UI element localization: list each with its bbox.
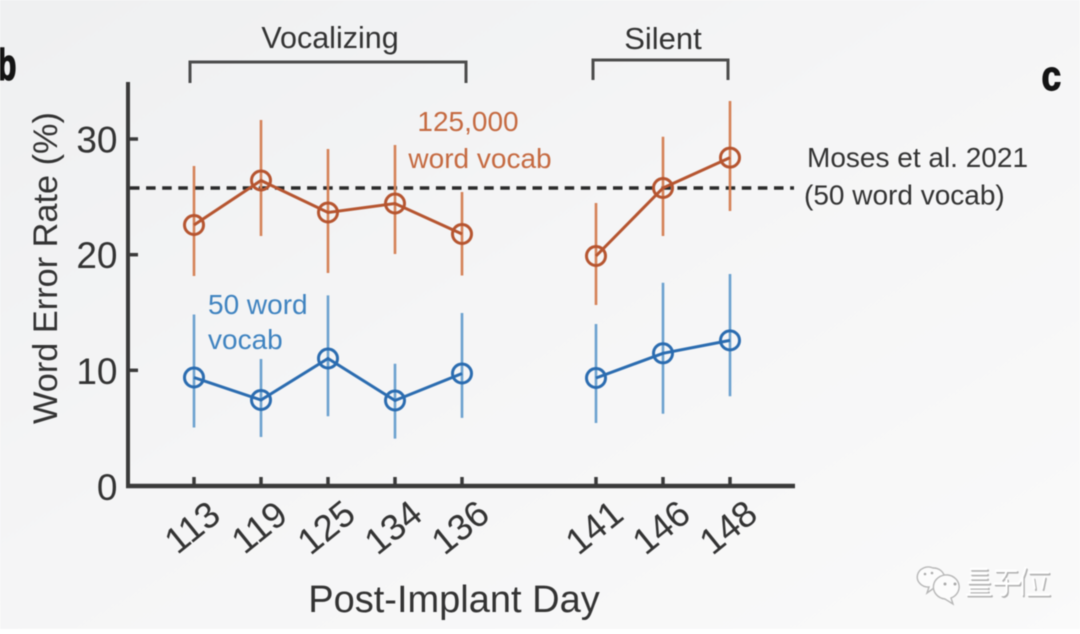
svg-text:125,000: 125,000 xyxy=(417,106,518,137)
svg-text:50 word: 50 word xyxy=(208,289,308,320)
svg-text:(50 word vocab): (50 word vocab) xyxy=(804,180,1005,211)
svg-text:0: 0 xyxy=(97,467,118,508)
svg-text:vocab: vocab xyxy=(208,324,283,355)
svg-text:Post-Implant Day: Post-Implant Day xyxy=(308,579,599,621)
svg-text:Vocalizing: Vocalizing xyxy=(261,21,398,55)
svg-text:Moses et al. 2021: Moses et al. 2021 xyxy=(807,142,1028,173)
svg-text:Word Error Rate (%): Word Error Rate (%) xyxy=(27,112,65,424)
svg-text:c: c xyxy=(1042,53,1062,100)
svg-text:20: 20 xyxy=(76,235,117,276)
svg-text:word vocab: word vocab xyxy=(407,143,551,174)
svg-text:Silent: Silent xyxy=(624,21,702,56)
svg-text:10: 10 xyxy=(76,351,117,392)
svg-text:b: b xyxy=(0,41,16,90)
svg-text:30: 30 xyxy=(76,120,117,161)
